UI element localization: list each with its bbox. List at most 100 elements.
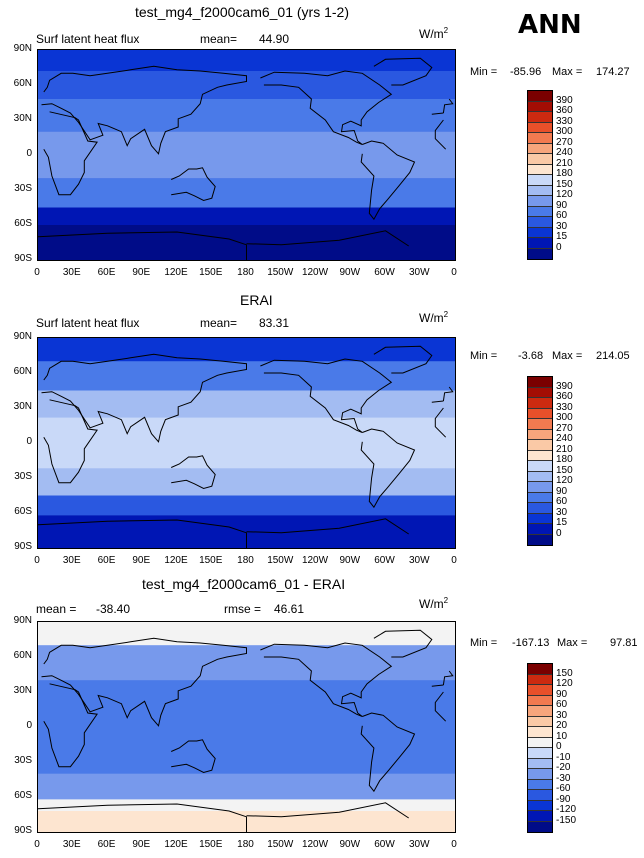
panel-1-lon-label: 30W: [408, 267, 430, 278]
colorbar-swatch: [528, 821, 552, 832]
panel-1-lon-label: 0: [451, 267, 457, 278]
colorbar-swatch: [528, 429, 552, 440]
panel-3-rmse-label: rmse =: [224, 602, 262, 616]
coastline: [246, 518, 409, 535]
panel-3-max-label: Max =: [557, 637, 588, 649]
colorbar-label: 150: [556, 464, 573, 476]
panel-1-lon-label: 120W: [301, 267, 329, 278]
colorbar-swatch: [528, 206, 552, 217]
colorbar-swatch: [528, 674, 552, 685]
coastline: [38, 519, 247, 548]
panel-3-mean-value: -38.40: [96, 602, 131, 616]
colorbar-label: 330: [556, 401, 573, 413]
colorbar-label: -30: [556, 772, 571, 784]
panel-1-lon-label: 30E: [62, 267, 81, 278]
colorbar-label: 0: [556, 241, 562, 253]
panel-3-lat-label: 90N: [13, 615, 32, 626]
panel-2-lon-label: 120E: [164, 555, 188, 566]
coastline: [43, 111, 98, 196]
panel-2-lon-label: 120W: [301, 555, 329, 566]
field-band: [38, 622, 455, 646]
coastline: [171, 167, 216, 202]
field-band: [38, 680, 455, 774]
colorbar-label: 390: [556, 94, 573, 106]
panel-3-lon-label: 150E: [199, 839, 223, 850]
colorbar-swatch: [528, 758, 552, 769]
panel-1-variable-label: Surf latent heat flux: [36, 32, 140, 46]
panel-3-lat-label: 60S: [14, 790, 32, 801]
colorbar-label: 90: [556, 485, 568, 497]
panel-2-units: W/m2: [419, 310, 449, 325]
panel-1-lat-label: 30N: [13, 113, 32, 124]
colorbar-swatch: [528, 91, 552, 102]
panel-3-lat-label: 0: [26, 720, 32, 731]
colorbar-label: 15: [556, 517, 568, 528]
coastline: [360, 428, 416, 509]
colorbar-label: -120: [556, 804, 577, 815]
colorbar-swatch: [528, 664, 552, 675]
coastline: [260, 358, 393, 433]
panel-3-lat-label: 60N: [13, 650, 32, 661]
panel-1-lat-label: 30S: [14, 183, 32, 194]
panel-3-max-value: 97.81: [610, 637, 638, 649]
coastline: [38, 803, 247, 832]
colorbar-label: 240: [556, 147, 573, 158]
panel-2-lon-label: 150E: [199, 555, 223, 566]
panel-2-lat-label: 0: [26, 436, 32, 447]
panel-1-lon-label: 90E: [132, 267, 151, 278]
coastline: [43, 399, 98, 484]
panel-1-min-label: Min =: [470, 66, 498, 78]
panel-2-lon-label: 150W: [267, 555, 294, 566]
colorbar-label: 90: [556, 199, 568, 211]
panel-2-mean-value: 83.31: [259, 316, 290, 330]
panel-1-lat-label: 0: [26, 148, 32, 159]
colorbar-swatch: [528, 800, 552, 811]
coastline: [41, 65, 247, 155]
colorbar-swatch: [528, 790, 552, 801]
colorbar-label: 30: [556, 220, 568, 232]
colorbar-label: 150: [556, 667, 573, 679]
colorbar-swatch: [528, 706, 552, 717]
panel-3-lon-label: 120E: [164, 839, 188, 850]
colorbar-label: 210: [556, 443, 573, 455]
panel-3-lat-label: 90S: [14, 825, 32, 836]
panel-3-min-label: Min =: [470, 637, 498, 649]
panel-3-units: W/m2: [419, 596, 449, 611]
panel-2-lat-label: 90N: [13, 331, 32, 342]
coastline: [434, 119, 447, 150]
colorbar-swatch: [528, 196, 552, 207]
colorbar-label: 0: [556, 527, 562, 539]
colorbar-label: -150: [556, 814, 577, 826]
coastline: [43, 683, 98, 768]
colorbar-label: 0: [556, 741, 562, 752]
coastline: [431, 112, 444, 115]
panel-3-lon-label: 0: [451, 839, 457, 850]
panel-2-max-value: 214.05: [596, 350, 630, 362]
colorbar-label: -90: [556, 793, 571, 805]
panel-1-mean-label: mean=: [200, 32, 238, 46]
colorbar-label: 15: [556, 231, 568, 242]
panel-3-lon-label: 60E: [97, 839, 116, 850]
colorbar-label: 120: [556, 678, 573, 689]
colorbar-label: 30: [556, 709, 568, 721]
field-band: [38, 131, 455, 179]
panel-2-colorbar: [527, 376, 553, 546]
colorbar-label: 240: [556, 433, 573, 444]
panel-1-lat-label: 60N: [13, 78, 32, 89]
colorbar-swatch: [528, 175, 552, 186]
coastline: [434, 691, 447, 722]
colorbar-label: 60: [556, 210, 568, 221]
colorbar-swatch: [528, 524, 552, 535]
panel-2-lon-label: 60W: [374, 555, 395, 566]
colorbar-swatch: [528, 482, 552, 493]
panel-2-lat-label: 30N: [13, 401, 32, 412]
colorbar-label: 10: [556, 730, 568, 742]
panel-2-lon-label: 180: [237, 555, 254, 566]
field-band: [38, 390, 455, 418]
coastline: [41, 637, 247, 727]
colorbar-swatch: [528, 164, 552, 175]
panel-2-lon-label: 0: [451, 555, 457, 566]
colorbar-swatch: [528, 534, 552, 545]
colorbar-swatch: [528, 101, 552, 112]
coastline: [260, 70, 393, 145]
